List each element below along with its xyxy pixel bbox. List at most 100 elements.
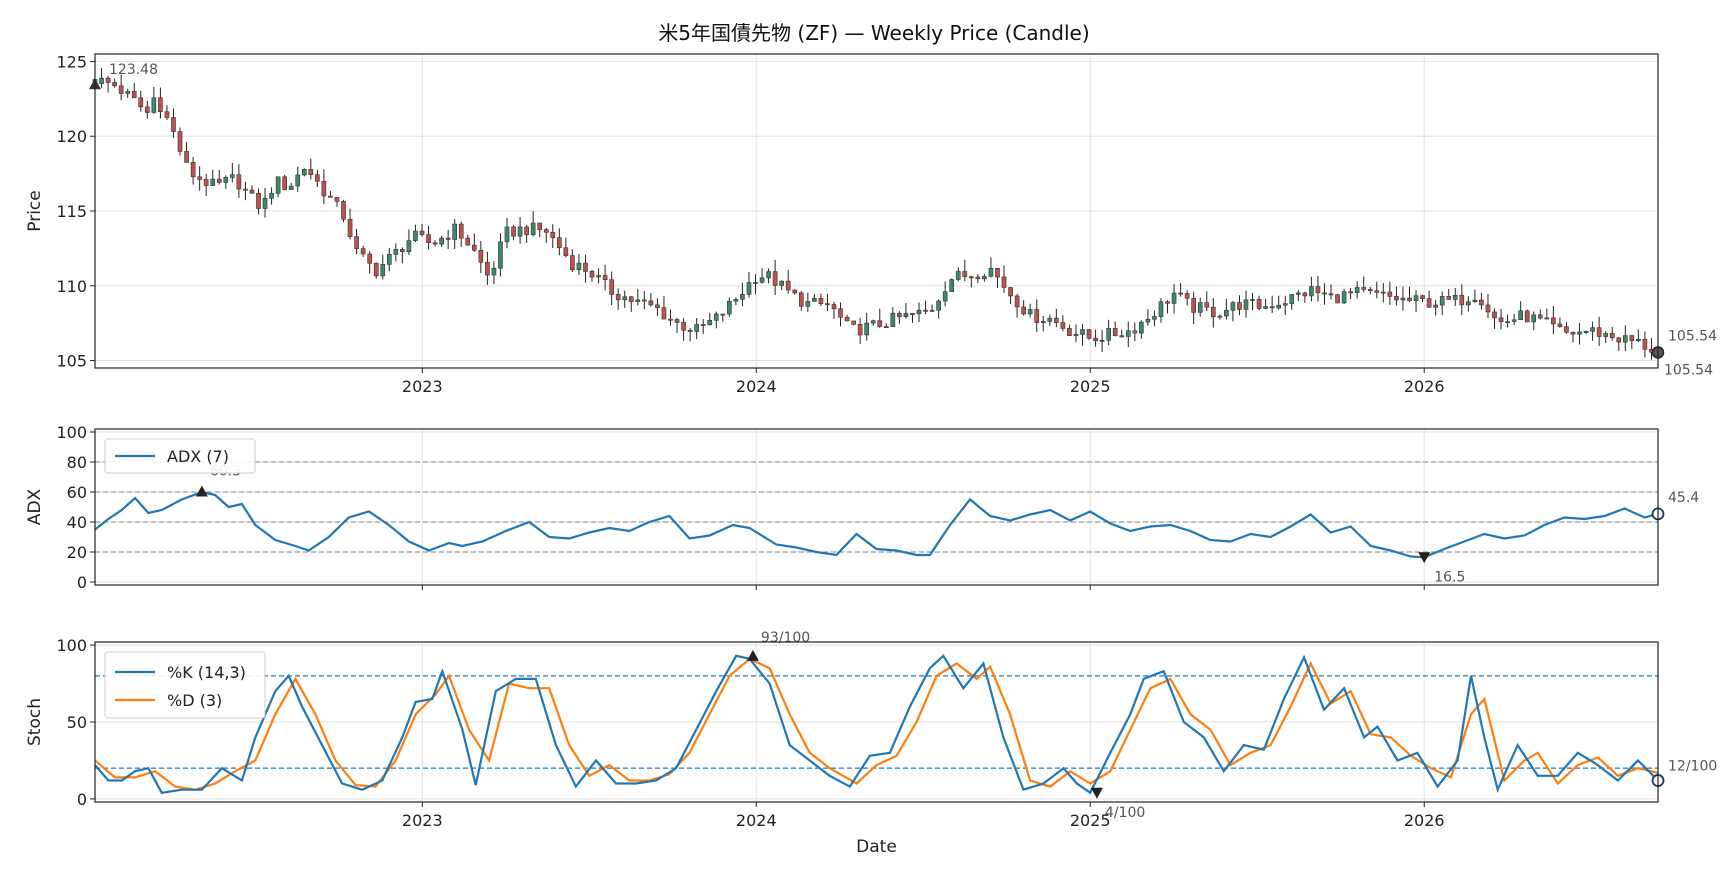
- candle-body: [746, 282, 752, 295]
- candle: [609, 271, 614, 306]
- candle-body: [1374, 290, 1380, 293]
- candle-body: [216, 178, 222, 183]
- candle-body: [151, 97, 157, 113]
- y-tick-label: 20: [67, 543, 87, 562]
- candle: [563, 237, 569, 258]
- candle: [321, 169, 327, 204]
- candle: [550, 224, 556, 248]
- candle: [615, 288, 621, 310]
- candle-body: [243, 188, 248, 191]
- candle-body: [1099, 339, 1105, 342]
- candle: [354, 228, 359, 255]
- candle: [138, 90, 144, 112]
- candle-body: [537, 222, 543, 230]
- candle: [1204, 291, 1210, 312]
- candle-body: [942, 291, 948, 302]
- candle: [1518, 301, 1523, 321]
- y-axis-title: Stoch: [25, 698, 45, 746]
- candle: [308, 158, 314, 180]
- min-marker: [1090, 787, 1103, 799]
- candle: [452, 219, 458, 250]
- candle-body: [583, 262, 588, 272]
- candle-body: [1014, 295, 1020, 308]
- candle: [1295, 289, 1301, 302]
- candle-body: [439, 237, 444, 245]
- candle-body: [471, 244, 477, 251]
- candle-body: [419, 230, 425, 235]
- candle: [295, 166, 301, 192]
- candle-body: [1636, 338, 1641, 341]
- candle: [282, 174, 287, 191]
- candle-body: [779, 280, 784, 286]
- candle-body: [230, 174, 235, 178]
- candle: [792, 289, 798, 295]
- candle: [360, 245, 366, 257]
- candle: [118, 74, 124, 101]
- candle: [301, 168, 307, 177]
- candle-body: [550, 231, 556, 238]
- candle-body: [897, 312, 902, 318]
- candle-body: [1243, 299, 1249, 310]
- candle-body: [1060, 322, 1066, 329]
- candle-body: [171, 117, 176, 132]
- candle: [805, 292, 811, 312]
- candle: [275, 176, 281, 198]
- candle-body: [740, 294, 745, 300]
- candle: [478, 241, 484, 273]
- candle-body: [452, 223, 458, 240]
- candle-body: [354, 236, 359, 249]
- candle: [373, 262, 379, 279]
- candle-body: [1093, 337, 1098, 342]
- candle-body: [1027, 309, 1033, 315]
- plot-frame: [94, 428, 1659, 586]
- candle-body: [164, 111, 170, 118]
- candle: [1557, 317, 1563, 328]
- candle: [1551, 305, 1556, 335]
- candle: [785, 270, 791, 294]
- candle-body: [1067, 328, 1072, 336]
- candle: [1420, 294, 1425, 303]
- candle-body: [1158, 301, 1164, 317]
- candle: [1433, 300, 1438, 316]
- candle: [1472, 289, 1478, 304]
- candle: [825, 293, 830, 312]
- y-tick-label: 0: [77, 573, 87, 592]
- candle: [1008, 286, 1013, 305]
- candle: [203, 173, 209, 196]
- candle-body: [700, 324, 706, 326]
- candle-body: [347, 219, 353, 237]
- candle: [1609, 326, 1615, 341]
- candle-body: [635, 299, 641, 302]
- candle-body: [1498, 317, 1504, 322]
- candle: [131, 83, 137, 99]
- candle-body: [1459, 294, 1465, 306]
- candle: [1407, 286, 1412, 302]
- candle: [1616, 337, 1622, 351]
- candle: [1622, 325, 1628, 352]
- candle-body: [491, 267, 497, 276]
- candle-body: [864, 322, 870, 336]
- candle: [524, 225, 529, 243]
- candle: [1564, 321, 1569, 334]
- candle-body: [838, 308, 843, 318]
- candle-body: [511, 226, 516, 237]
- y-tick-label: 100: [56, 423, 87, 442]
- end-annotation: 105.54: [1668, 328, 1717, 344]
- candle: [955, 267, 961, 282]
- candle: [517, 216, 523, 244]
- candle-body: [1184, 293, 1190, 299]
- candle: [576, 253, 582, 275]
- candle: [1400, 286, 1406, 311]
- candle: [1040, 315, 1046, 332]
- candle: [655, 298, 660, 316]
- candle: [1060, 315, 1066, 332]
- candle: [1636, 329, 1641, 343]
- candle: [1590, 321, 1595, 341]
- candle: [1570, 331, 1576, 343]
- candle-body: [1322, 292, 1327, 295]
- candle-body: [184, 151, 189, 163]
- candle: [171, 108, 176, 138]
- candle: [694, 318, 699, 340]
- last-annotation: 45.4: [1668, 490, 1699, 506]
- candle: [1361, 276, 1367, 293]
